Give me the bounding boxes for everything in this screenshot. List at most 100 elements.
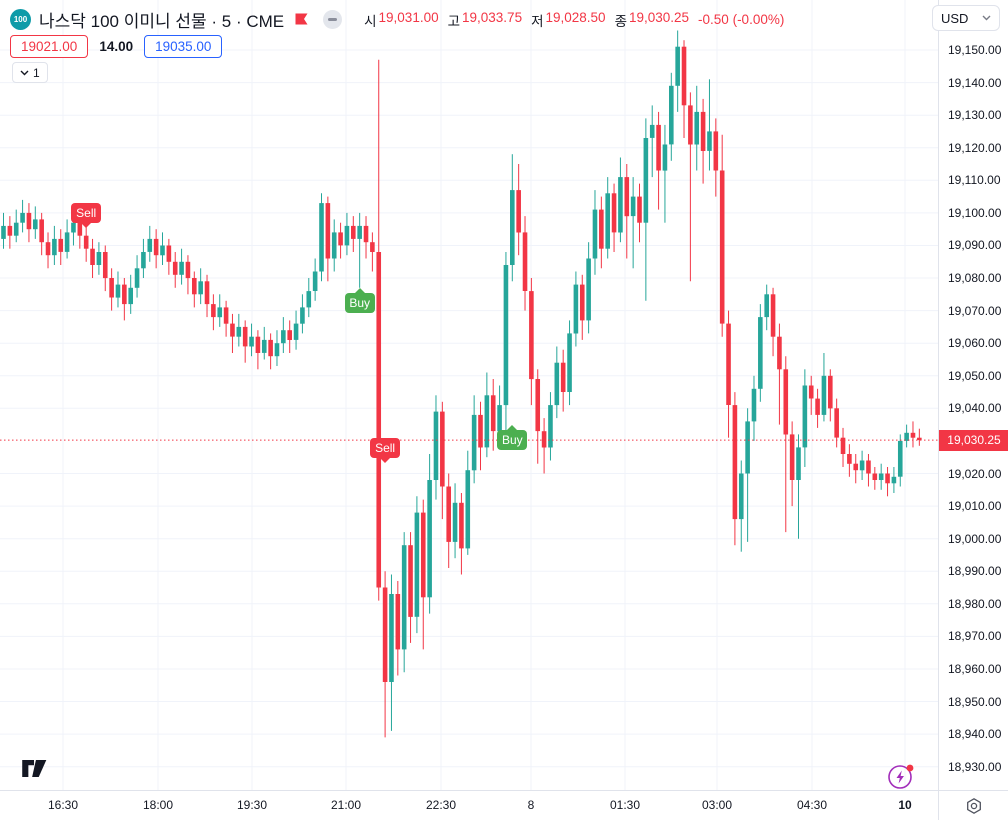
sell-price-button[interactable]: 19021.00 <box>10 35 89 58</box>
high-label: 고 <box>447 13 461 29</box>
price-tick-label: 19,080.00 <box>948 271 1002 286</box>
marker-pointer <box>81 223 92 229</box>
candle-body <box>471 414 477 471</box>
candle-body <box>370 242 375 252</box>
candle-body <box>319 203 324 272</box>
candle-body <box>382 587 388 682</box>
candle-body <box>796 447 801 480</box>
candle-body <box>726 323 731 405</box>
candlestick-chart <box>0 0 938 790</box>
candle-body <box>141 252 146 269</box>
candle-body <box>147 238 153 252</box>
candle-body <box>758 317 763 389</box>
candle-body <box>681 46 687 106</box>
close-label: 종 <box>614 13 627 29</box>
candle-body <box>751 388 757 422</box>
candle-body <box>630 196 636 217</box>
candle-body <box>522 232 528 291</box>
candle-body <box>516 190 521 233</box>
candle-body <box>592 209 598 259</box>
candle-body <box>713 131 719 171</box>
candle-body <box>783 369 789 435</box>
candle-body <box>567 333 572 392</box>
price-tick-label: 19,060.00 <box>948 336 1002 351</box>
buy-marker[interactable]: Buy <box>497 424 528 450</box>
candle-body <box>764 294 769 318</box>
tradingview-logo[interactable] <box>22 760 47 782</box>
candle-body <box>910 432 916 438</box>
candle-body <box>261 339 267 353</box>
buy-price-button[interactable]: 19035.00 <box>144 35 223 58</box>
candle-body <box>738 473 744 520</box>
price-axis[interactable]: 19,030.25 19,150.00 19,140.00 19,130.00 19,… <box>938 0 1008 790</box>
candle-body <box>669 85 674 145</box>
settings-icon[interactable] <box>965 797 983 815</box>
candle-body <box>605 193 610 249</box>
candle-body <box>281 330 286 344</box>
candle-body <box>223 307 229 324</box>
candle-body <box>866 460 871 474</box>
candle-body <box>90 248 95 265</box>
candle-body <box>351 225 356 239</box>
open-value: 19,031.00 <box>378 9 439 25</box>
candle-body <box>109 278 114 298</box>
sell-marker[interactable]: Sell <box>370 437 401 463</box>
flag-icon[interactable] <box>294 12 309 27</box>
candle-body <box>503 265 509 406</box>
candle-body <box>637 196 642 223</box>
candle-body <box>122 284 127 305</box>
candle-body <box>700 111 706 151</box>
axis-corner <box>938 790 1008 820</box>
sell-marker[interactable]: Sell <box>71 203 102 229</box>
candle-body <box>688 105 693 145</box>
price-tick-label: 18,970.00 <box>948 629 1002 644</box>
candle-body <box>20 212 25 223</box>
candle-body <box>77 222 83 236</box>
candle-body <box>401 545 407 650</box>
candle-body <box>694 111 700 145</box>
candle-body <box>134 268 140 288</box>
candle-body <box>573 284 579 334</box>
candle-body <box>497 405 502 432</box>
price-tick-label: 19,130.00 <box>948 108 1002 123</box>
buy-marker[interactable]: Buy <box>344 288 375 314</box>
candle-body <box>490 395 496 432</box>
low-value: 19,028.50 <box>545 9 606 25</box>
candle-body <box>389 594 394 682</box>
open-label: 시 <box>364 13 377 29</box>
candle-body <box>58 238 64 252</box>
price-tick-label: 19,020.00 <box>948 466 1002 481</box>
time-tick-label: 03:00 <box>701 798 733 812</box>
candle-body <box>230 323 235 337</box>
candle-body <box>808 385 814 399</box>
time-tick-label: 01:30 <box>609 798 641 812</box>
candle-body <box>45 242 51 256</box>
candle-body <box>249 336 254 347</box>
price-tick-label: 19,140.00 <box>948 75 1002 90</box>
candle-body <box>420 512 426 598</box>
candle-body <box>26 212 32 230</box>
candle-body <box>408 545 413 617</box>
realtime-data-icon[interactable] <box>886 761 916 796</box>
chevron-down-icon <box>982 15 991 21</box>
candle-body <box>745 421 750 474</box>
candle-body <box>618 177 623 233</box>
chart-area[interactable]: Sell Buy Sell Buy <box>0 0 938 790</box>
candle-body <box>179 261 184 275</box>
time-axis[interactable]: 16:30 18:00 19:30 21:00 22:30 8 01:30 03:00 04:3… <box>0 790 938 820</box>
candle-body <box>344 225 350 246</box>
high-value: 19,033.75 <box>462 9 523 25</box>
time-tick-label: 8 <box>527 798 535 812</box>
currency-selector[interactable]: USD <box>932 5 1000 31</box>
candle-body <box>624 177 630 217</box>
candle-body <box>586 258 591 321</box>
candle-body <box>376 252 382 588</box>
bar-count-selector[interactable]: 1 <box>12 62 48 83</box>
candle-body <box>306 291 312 308</box>
symbol-title[interactable]: 나스닥 100 이미니 선물 · 5 · CME <box>39 12 285 31</box>
candle-body <box>643 138 649 223</box>
collapse-icon[interactable] <box>323 10 343 29</box>
candle-body <box>433 411 439 480</box>
symbol-logo: 100 <box>10 9 31 30</box>
candle-body <box>675 46 680 86</box>
